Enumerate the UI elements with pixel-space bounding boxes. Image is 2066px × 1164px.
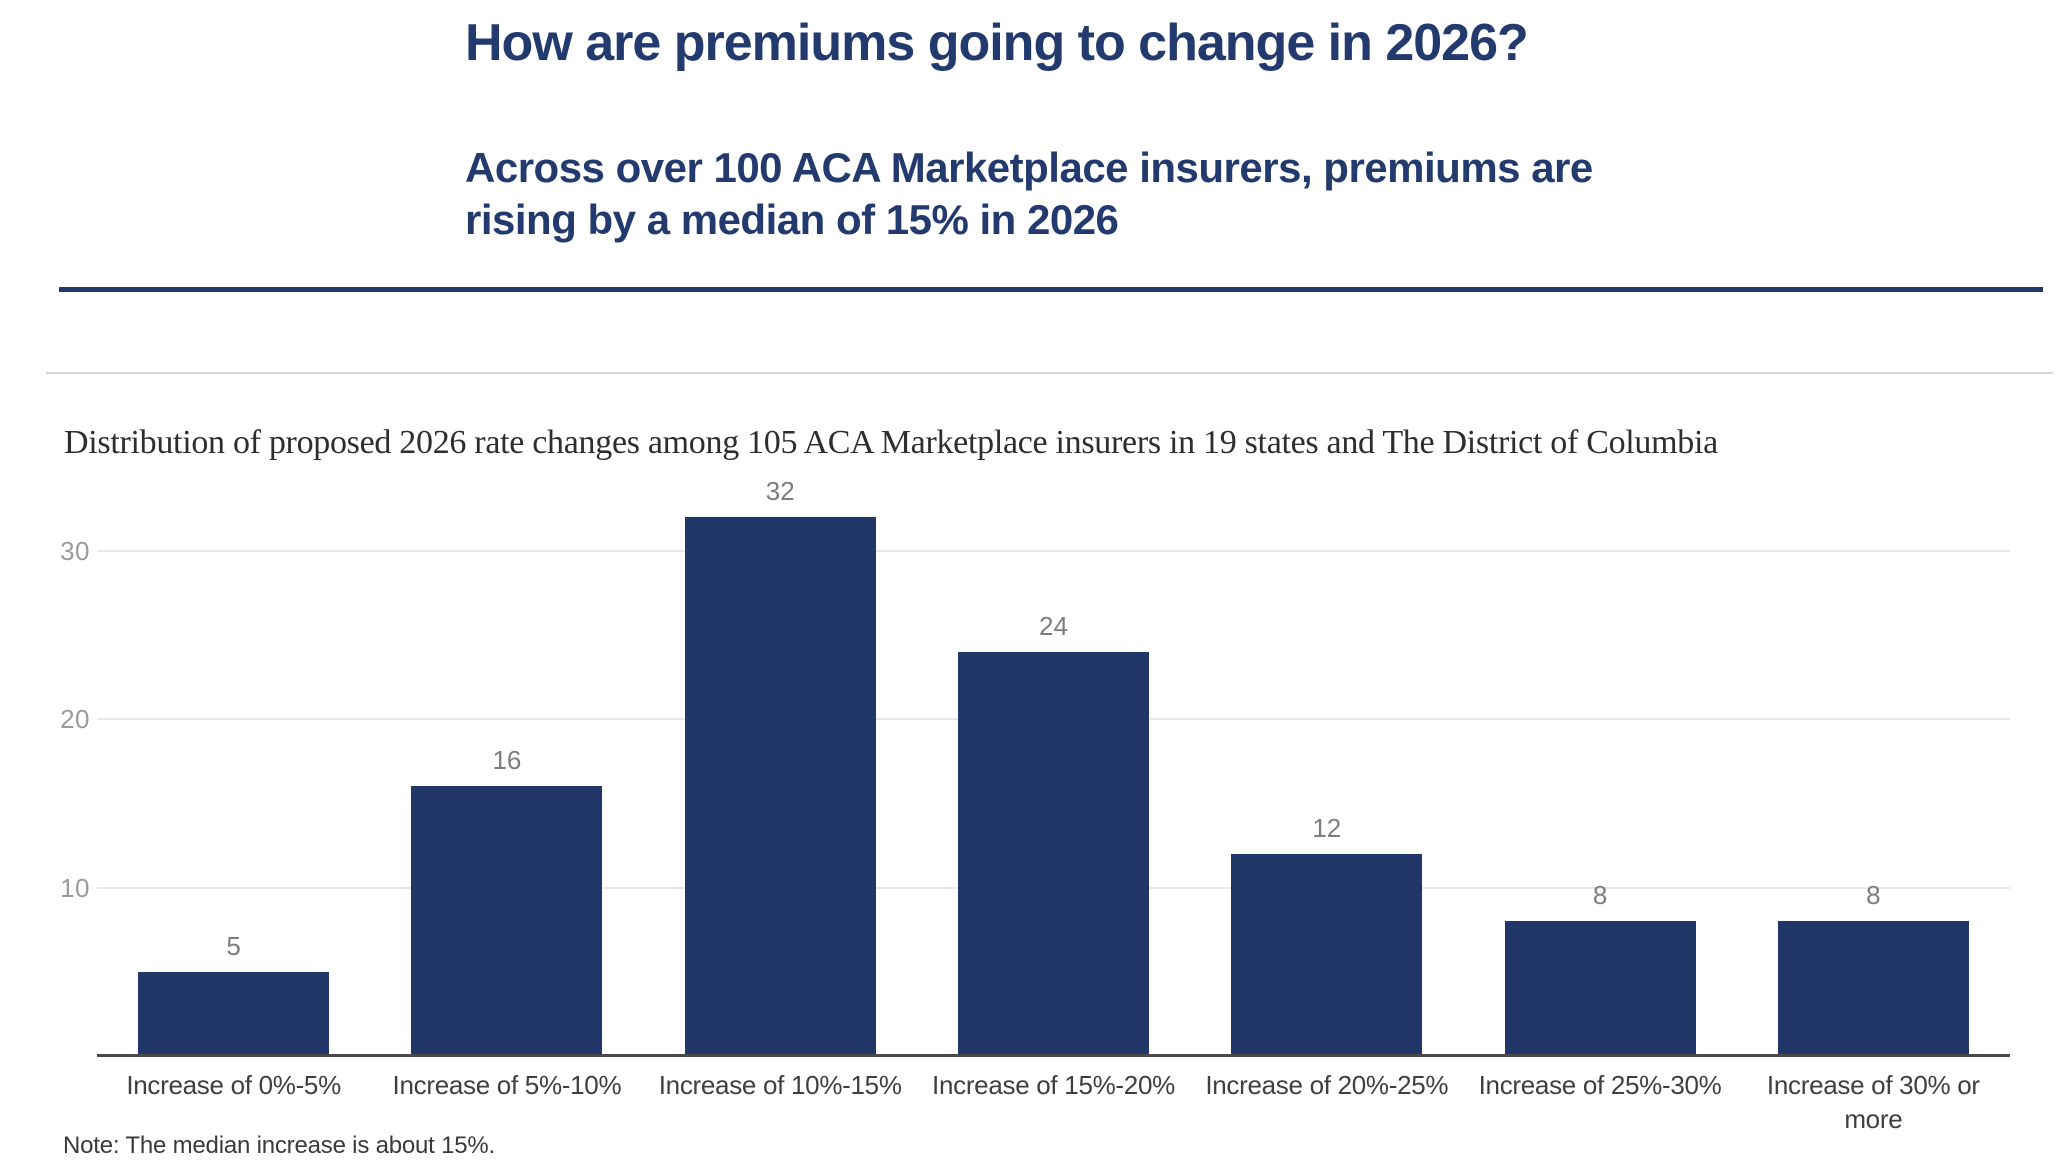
accent-divider bbox=[59, 287, 2043, 292]
x-axis-category-label: Increase of 20%-25% bbox=[1205, 1070, 1449, 1100]
x-axis-category-label: Increase of 5%-10% bbox=[392, 1070, 622, 1100]
y-axis-tick-label: 20 bbox=[60, 704, 90, 734]
chart-title: Distribution of proposed 2026 rate chang… bbox=[64, 424, 1718, 461]
gridline bbox=[97, 549, 2010, 552]
chart-note: Note: The median increase is about 15%. bbox=[63, 1132, 496, 1159]
y-axis-tick-label: 30 bbox=[60, 535, 90, 566]
bar bbox=[684, 516, 876, 1056]
bar-value-label: 12 bbox=[1312, 812, 1342, 843]
bar-value-label: 8 bbox=[1866, 880, 1881, 911]
subtitle-line-2: rising by a median of 15% in 2026 bbox=[465, 196, 1119, 243]
bar bbox=[958, 651, 1149, 1056]
x-axis-line bbox=[97, 1054, 2010, 1057]
bar-value-label: 32 bbox=[765, 475, 795, 506]
section-divider bbox=[46, 372, 2053, 374]
bar bbox=[138, 971, 330, 1056]
x-axis-category-label: Increase of 15%-20% bbox=[932, 1070, 1175, 1100]
x-axis-category-label: Increase of 25%-30% bbox=[1478, 1070, 1722, 1100]
x-axis-category-label: Increase of 30% or more bbox=[1766, 1070, 1980, 1134]
page-subtitle: Across over 100 ACA Marketplace insurers… bbox=[465, 142, 1665, 246]
y-axis-tick-label: 10 bbox=[60, 872, 90, 903]
page-title: How are premiums going to change in 2026… bbox=[465, 14, 1529, 72]
bar bbox=[411, 786, 603, 1056]
bar-value-label: 16 bbox=[492, 745, 522, 776]
bar-value-label: 8 bbox=[1592, 880, 1608, 911]
subtitle-line-1: Across over 100 ACA Marketplace insurers… bbox=[465, 144, 1593, 191]
bar bbox=[1504, 921, 1696, 1056]
x-axis-category-label: Increase of 0%-5% bbox=[126, 1070, 341, 1100]
bar-value-label: 24 bbox=[1039, 610, 1068, 641]
bar bbox=[1777, 921, 1969, 1056]
bar-value-label: 5 bbox=[226, 930, 241, 961]
bar bbox=[1231, 853, 1423, 1056]
x-axis-category-label: Increase of 10%-15% bbox=[658, 1070, 902, 1100]
